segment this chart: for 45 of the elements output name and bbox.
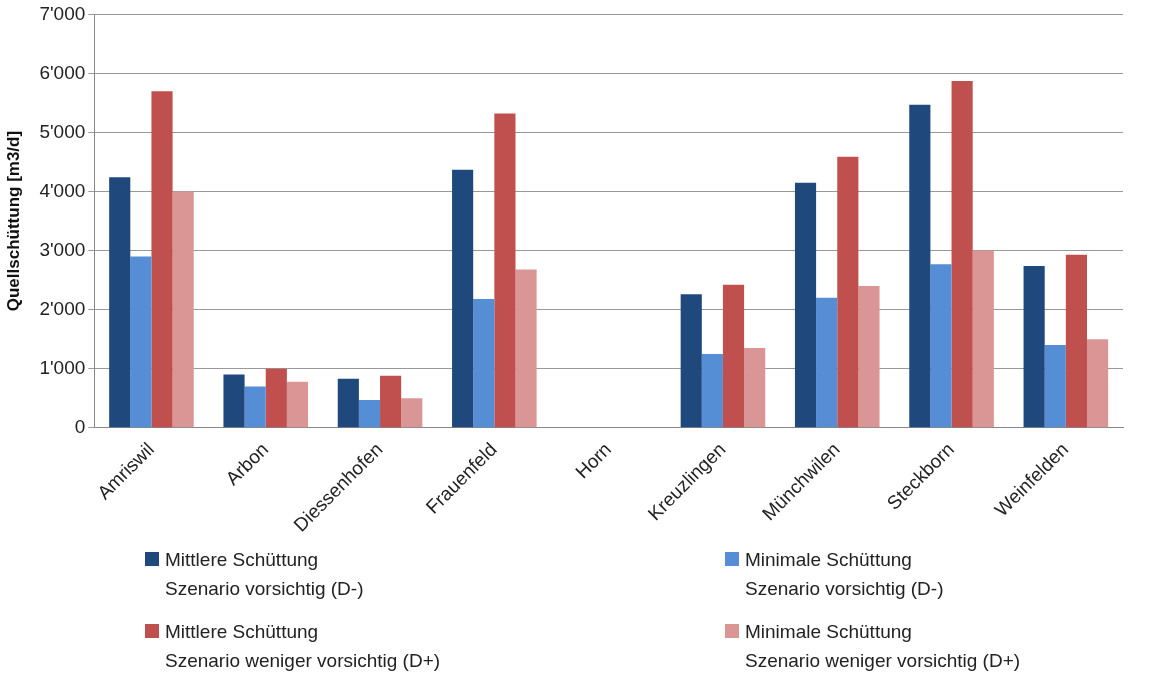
y-axis-title: Quellschüttung [m3/d] bbox=[3, 130, 23, 312]
bar bbox=[951, 81, 973, 428]
bar bbox=[473, 299, 495, 428]
bar bbox=[515, 269, 537, 428]
bar bbox=[1065, 254, 1087, 428]
y-tick-label: 7'000 bbox=[39, 2, 86, 24]
bar bbox=[265, 368, 287, 428]
bar bbox=[223, 374, 245, 428]
bar bbox=[452, 169, 474, 428]
bar bbox=[744, 348, 766, 428]
legend-label: Mittlere Schüttung Szenario weniger vorsichtig (D+) bbox=[165, 620, 441, 673]
bar bbox=[130, 256, 152, 428]
bar bbox=[858, 286, 880, 428]
bar bbox=[172, 191, 194, 428]
legend-label: Minimale Schüttung Szenario vorsichtig (D-) bbox=[745, 548, 944, 601]
y-tick-label: 3'000 bbox=[39, 238, 86, 260]
y-tick-label: 0 bbox=[74, 415, 86, 437]
y-tick-label: 1'000 bbox=[39, 356, 86, 378]
bar bbox=[972, 250, 994, 428]
bar bbox=[722, 284, 745, 428]
bar bbox=[816, 297, 838, 428]
bar bbox=[494, 113, 516, 428]
bar bbox=[401, 398, 423, 428]
bar bbox=[337, 378, 359, 428]
bar bbox=[794, 182, 817, 428]
bar bbox=[909, 104, 931, 428]
bar bbox=[1086, 339, 1109, 428]
bar bbox=[837, 156, 859, 428]
bar bbox=[286, 381, 309, 428]
bar bbox=[1023, 265, 1045, 428]
y-tick-label: 2'000 bbox=[39, 297, 86, 319]
bar bbox=[1044, 345, 1066, 428]
bar bbox=[244, 386, 266, 428]
bar bbox=[380, 375, 402, 428]
bar bbox=[930, 264, 952, 428]
bar bbox=[701, 353, 723, 428]
legend-label: Mittlere Schüttung Szenario vorsichtig (D-) bbox=[165, 548, 364, 601]
bar bbox=[151, 91, 173, 428]
bar bbox=[358, 399, 381, 428]
bar bbox=[680, 294, 702, 428]
y-tick-label: 6'000 bbox=[39, 61, 86, 83]
bar bbox=[109, 177, 131, 428]
legend-label: Minimale Schüttung Szenario weniger vorsichtig (D+) bbox=[745, 620, 1021, 673]
y-tick-label: 4'000 bbox=[39, 179, 86, 201]
y-tick-label: 5'000 bbox=[39, 120, 86, 142]
